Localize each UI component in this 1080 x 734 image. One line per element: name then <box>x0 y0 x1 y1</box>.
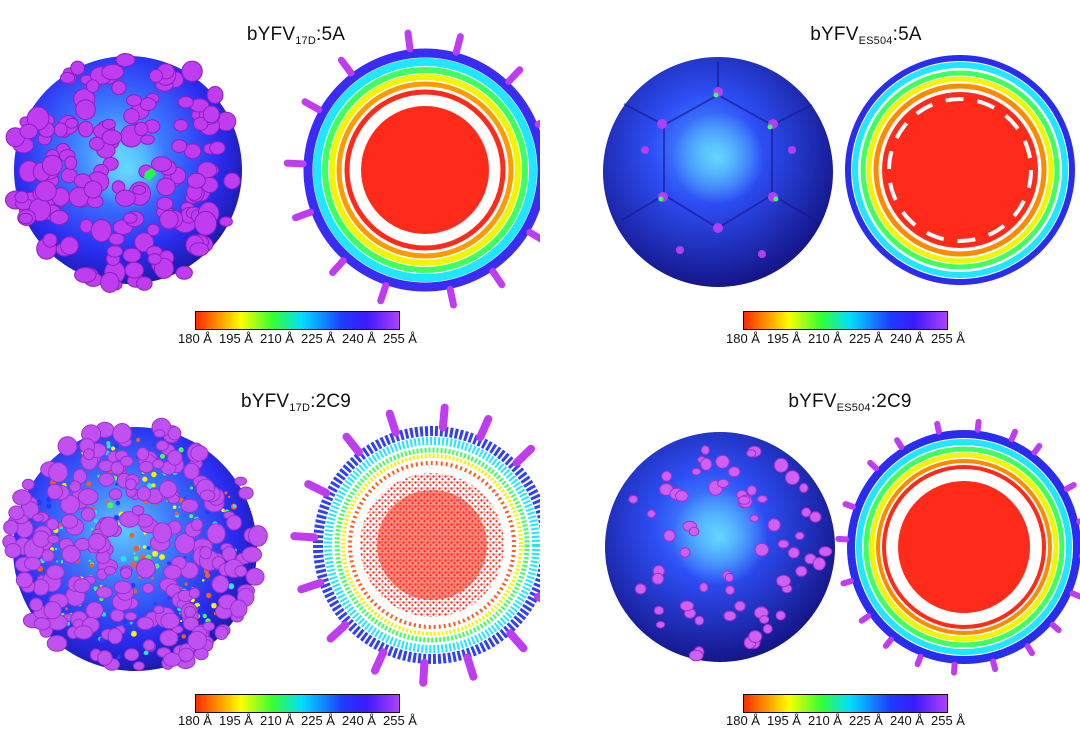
panel-es504-2c9: bYFVES504:2C9 180 Å 195 Å 210 Å 225 Å 24… <box>540 367 1080 734</box>
surface-render <box>2 417 268 671</box>
panel-17d-2c9: bYFV17D:2C9 180 Å 195 Å 210 Å 225 Å 240 … <box>0 367 540 734</box>
virus-renders <box>5 29 540 309</box>
colorbar <box>195 311 400 330</box>
colorbar <box>743 311 948 330</box>
cross-section-render <box>283 29 540 309</box>
surface-render <box>5 53 242 293</box>
panel-17d-5a: bYFV17D:5A 180 Å 195 Å 210 Å 225 Å 240 Å… <box>0 0 540 367</box>
panel-title: bYFVES504:2C9 <box>788 391 912 414</box>
virus-renders <box>2 403 540 687</box>
colorbar <box>743 694 948 713</box>
virus-renders <box>605 418 1080 676</box>
surface-render <box>605 432 835 662</box>
panel-es504-5a: bYFVES504:5A <box>540 0 1080 367</box>
panel-title: bYFVES504:5A <box>810 24 922 47</box>
surface-render <box>603 57 833 287</box>
colorbar <box>195 694 400 713</box>
cross-section-render <box>290 403 540 687</box>
cross-section-render <box>843 53 1077 287</box>
panel-title: bYFV17D:2C9 <box>240 391 352 414</box>
panel-title: bYFV17D:5A <box>246 24 346 47</box>
virus-renders <box>603 53 1077 287</box>
cross-section-render <box>835 418 1080 676</box>
